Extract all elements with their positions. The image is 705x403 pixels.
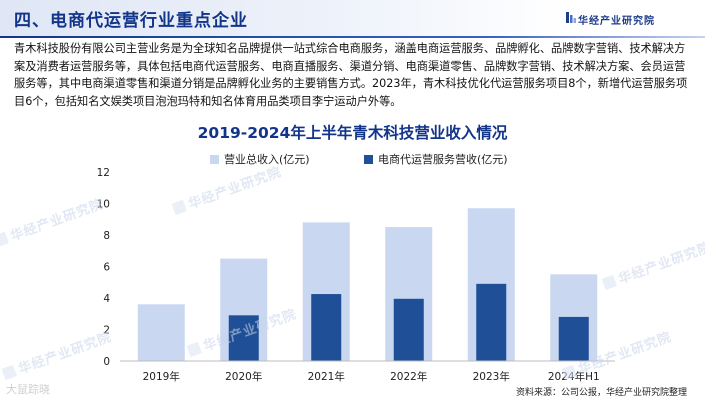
bar-ecommerce-revenue bbox=[393, 298, 424, 361]
chart-title: 2019-2024年上半年青木科技营业收入情况 bbox=[197, 124, 508, 142]
x-tick-label: 2019年 bbox=[143, 370, 180, 383]
legend-swatch-total bbox=[210, 155, 219, 164]
y-tick-label: 2 bbox=[103, 325, 110, 337]
x-tick-label: 2020年 bbox=[225, 370, 262, 383]
bar-ecommerce-revenue bbox=[476, 283, 507, 361]
x-tick-label: 2022年 bbox=[390, 370, 427, 383]
y-tick-label: 12 bbox=[97, 167, 110, 179]
section-title: 四、电商代运营行业重点企业 bbox=[14, 11, 248, 31]
x-tick-label: 2021年 bbox=[308, 370, 345, 383]
legend-swatch-ecommerce bbox=[364, 155, 373, 164]
bar-ecommerce-revenue bbox=[311, 294, 342, 361]
bar-ecommerce-revenue bbox=[228, 315, 259, 361]
header-bar bbox=[0, 0, 566, 36]
legend-label-total: 营业总收入(亿元) bbox=[224, 153, 310, 166]
legend-item-ecommerce: 电商代运营服务营收(亿元) bbox=[364, 151, 508, 167]
y-tick-label: 10 bbox=[97, 199, 110, 211]
bar-total-revenue bbox=[137, 304, 185, 361]
corner-watermark: 大鼠踪晓 bbox=[6, 383, 50, 396]
x-tick-label: 2023年 bbox=[473, 370, 510, 383]
legend-label-ecommerce: 电商代运营服务营收(亿元) bbox=[378, 153, 508, 166]
y-tick-label: 4 bbox=[103, 293, 110, 305]
y-tick-label: 8 bbox=[103, 230, 110, 242]
y-tick-label: 0 bbox=[103, 356, 110, 368]
source-note: 资料来源：公司公报，华经产业研究院整理 bbox=[515, 388, 687, 398]
bar-ecommerce-revenue bbox=[558, 316, 589, 361]
header-divider bbox=[0, 36, 705, 38]
legend-item-total: 营业总收入(亿元) bbox=[210, 151, 310, 167]
brand-logo-icon bbox=[566, 12, 576, 23]
y-tick-label: 6 bbox=[103, 262, 110, 274]
brand-name: 华经产业研究院 bbox=[578, 16, 655, 27]
header: 四、电商代运营行业重点企业 华经产业研究院 bbox=[0, 0, 705, 36]
intro-paragraph: 青木科技股份有限公司主营业务是为全球知名品牌提供一站式综合电商服务，涵盖电商运营… bbox=[14, 42, 688, 108]
